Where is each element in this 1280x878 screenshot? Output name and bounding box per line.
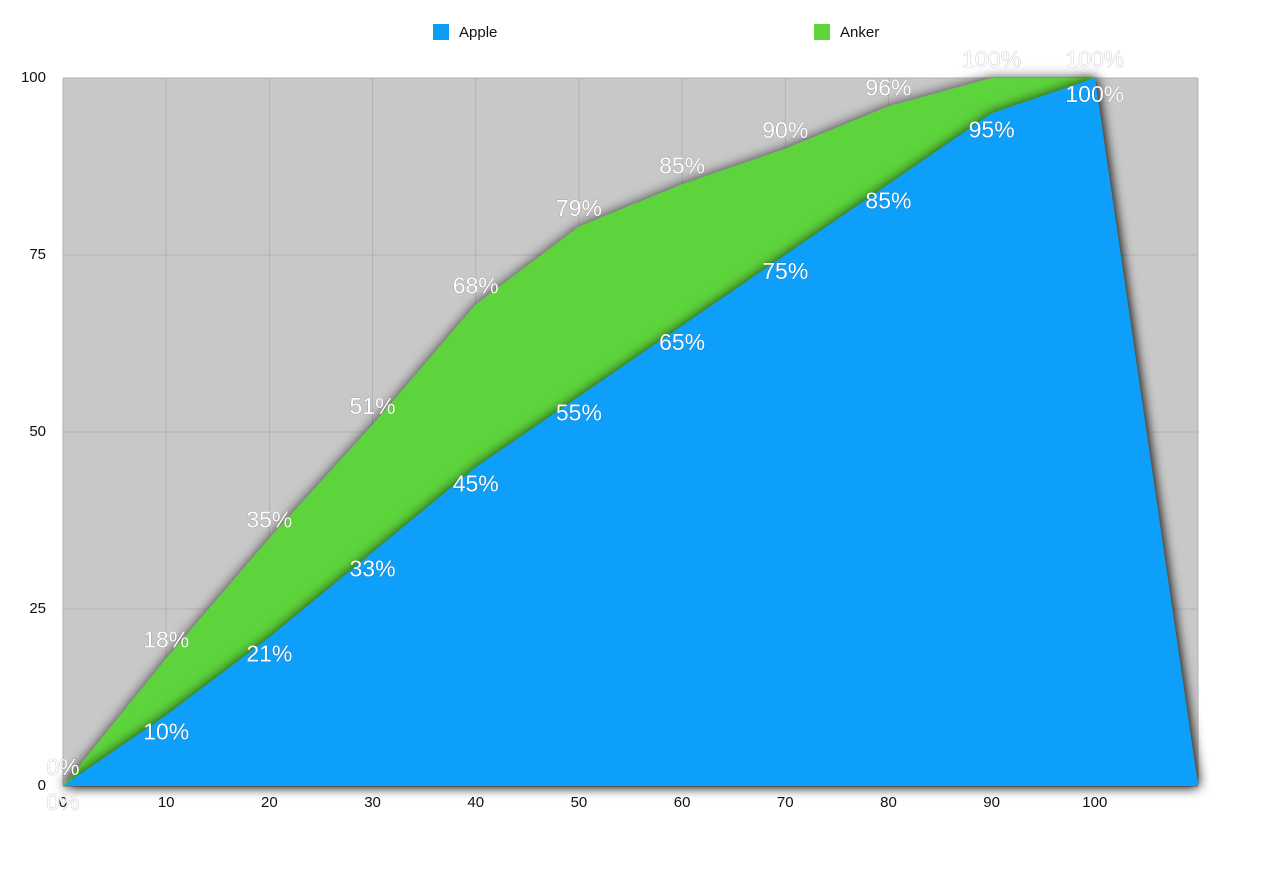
x-tick-label: 40 [467,794,484,811]
value-label: 100% [962,46,1021,72]
x-tick-label: 90 [983,794,1000,811]
x-tick-label: 20 [261,794,278,811]
value-label: 35% [246,506,292,532]
x-tick-label: 100 [1082,794,1107,811]
x-tick-label: 10 [158,794,175,811]
legend-label: Anker [840,24,879,41]
value-label: 85% [865,187,911,213]
legend-swatch [433,24,449,40]
x-tick-label: 60 [674,794,691,811]
y-tick-label: 0 [38,777,46,794]
value-label: 0% [46,789,79,815]
y-tick-label: 25 [29,600,46,617]
value-label: 96% [865,74,911,100]
value-label: 45% [453,470,499,496]
x-tick-label: 30 [364,794,381,811]
value-label: 75% [762,258,808,284]
value-label: 85% [659,152,705,178]
x-tick-label: 0 [59,794,67,811]
value-label: 51% [350,393,396,419]
y-tick-label: 75 [29,246,46,263]
value-label: 95% [969,116,1015,142]
y-tick-label: 50 [29,423,46,440]
value-label: 65% [659,329,705,355]
value-label: 21% [246,640,292,666]
legend-label: Apple [459,24,497,41]
x-tick-label: 70 [777,794,794,811]
value-label: 18% [143,627,189,653]
legend-swatch [814,24,830,40]
value-label: 68% [453,273,499,299]
x-tick-label: 50 [571,794,588,811]
value-label: 90% [762,117,808,143]
value-label: 100% [1065,81,1124,107]
value-label: 79% [556,195,602,221]
x-tick-label: 80 [880,794,897,811]
value-label: 100% [1065,46,1124,72]
y-tick-label: 100 [21,69,46,86]
value-label: 33% [350,555,396,581]
value-label: 55% [556,400,602,426]
value-label: 10% [143,718,189,744]
value-label: 0% [46,754,79,780]
area [63,78,1198,786]
